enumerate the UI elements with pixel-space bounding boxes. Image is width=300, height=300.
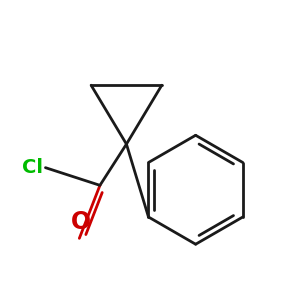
Text: Cl: Cl — [22, 158, 43, 177]
Text: O: O — [71, 210, 91, 234]
